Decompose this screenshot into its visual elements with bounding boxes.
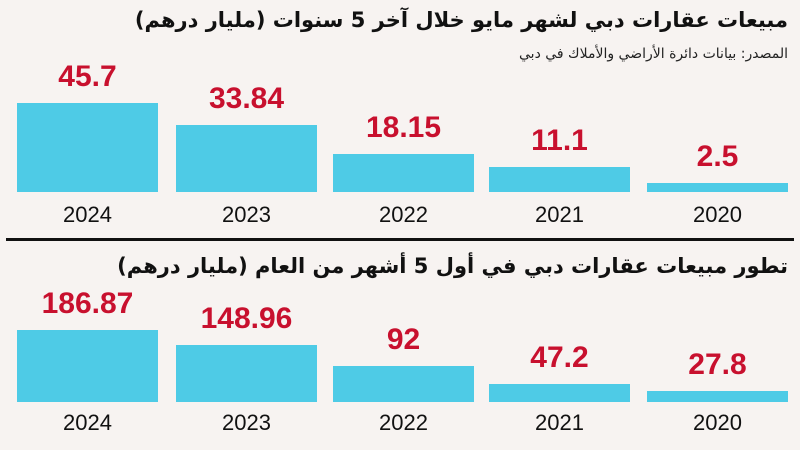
value-label: 33.84 (208, 82, 285, 116)
year-label: 2021 (535, 410, 584, 435)
chart1-source: المصدر: بيانات دائرة الأراضي والأملاك في… (519, 46, 788, 62)
value-label: 18.15 (365, 111, 442, 145)
bar-2020 (647, 183, 788, 192)
divider (6, 238, 794, 241)
year-label: 2021 (535, 202, 584, 227)
bar-2023 (176, 344, 317, 402)
value-label: 27.8 (688, 348, 747, 382)
value-label: 45.7 (58, 59, 117, 93)
year-label: 2020 (693, 410, 742, 435)
bar-2024 (17, 329, 158, 402)
year-label: 2022 (379, 202, 428, 227)
bar-2020 (647, 391, 788, 402)
year-label: 2023 (222, 410, 271, 435)
value-label: 2.5 (696, 140, 739, 174)
bar-2023 (176, 125, 317, 192)
value-label: 186.87 (41, 286, 134, 320)
year-label: 2023 (222, 202, 271, 227)
chart1-title: مبيعات عقارات دبي لشهر مايو خلال آخر 5 س… (134, 8, 788, 32)
value-label: 92 (386, 323, 421, 357)
value-label: 148.96 (200, 301, 293, 335)
year-label: 2022 (379, 410, 428, 435)
year-label: 2024 (63, 202, 112, 227)
bar-2021 (489, 167, 630, 192)
value-label: 47.2 (530, 340, 589, 374)
chart2-title: تطور مبيعات عقارات دبي في أول 5 أشهر من … (117, 254, 788, 278)
bar-2022 (333, 366, 474, 402)
value-label: 11.1 (531, 124, 588, 158)
bar-2024 (17, 102, 158, 192)
bar-2022 (333, 154, 474, 192)
year-label: 2020 (693, 202, 742, 227)
year-label: 2024 (63, 410, 112, 435)
bar-2021 (489, 383, 630, 402)
